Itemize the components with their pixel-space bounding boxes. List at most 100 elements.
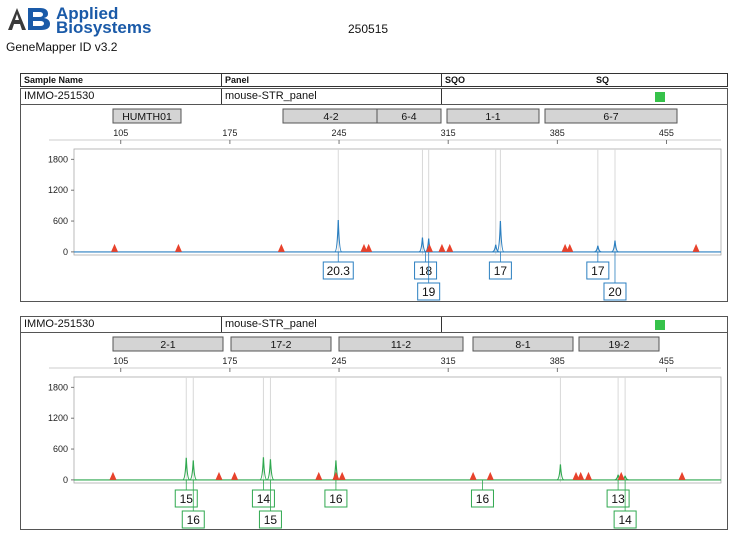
trace-peak <box>496 221 505 253</box>
allele-call-box <box>417 282 441 301</box>
marker-bin-box <box>376 108 442 124</box>
col-sqo: SQO <box>441 74 591 86</box>
sample-row[interactable]: IMMO-251530 mouse-STR_panel <box>21 89 727 105</box>
allele-call-label: 14 <box>257 492 271 506</box>
bin-marker-triangle <box>360 243 368 252</box>
bin-marker-triangle <box>577 471 585 480</box>
trace-peak <box>334 219 343 253</box>
bin-marker-triangle <box>215 471 223 480</box>
allele-call-label: 17 <box>494 264 508 278</box>
sample-name: IMMO-251530 <box>24 90 95 102</box>
bin-marker-triangle <box>365 243 373 252</box>
app-version: GeneMapper ID v3.2 <box>6 40 118 54</box>
bin-marker-triangle <box>277 243 285 252</box>
allele-call-box <box>258 510 282 529</box>
y-tick-label: 600 <box>53 444 68 454</box>
bin-marker-triangle <box>109 471 117 480</box>
y-tick-label: 1800 <box>48 154 68 164</box>
marker-label: 8-1 <box>515 339 530 351</box>
allele-call-label: 16 <box>476 492 490 506</box>
y-tick-label: 0 <box>63 475 68 485</box>
marker-bin-box <box>112 336 224 352</box>
marker-label: 2-1 <box>160 339 175 351</box>
electropherogram-panel-green: IMMO-251530 mouse-STR_panel 2-1 17-2 11-2 8… <box>20 316 728 530</box>
allele-call-box <box>322 261 354 280</box>
results-table-header: Sample Name Panel SQO SQ <box>20 73 728 87</box>
x-tick-label: 175 <box>222 356 237 366</box>
x-tick-label: 315 <box>441 128 456 138</box>
allele-call-label: 15 <box>180 492 194 506</box>
x-tick-label: 105 <box>113 128 128 138</box>
trace-peak <box>182 457 191 481</box>
trace-peak <box>266 459 275 481</box>
bin-marker-triangle <box>692 243 700 252</box>
brand-name-line1: Applied <box>56 4 119 23</box>
allele-call-box <box>174 489 198 508</box>
bin-marker-triangle <box>332 471 340 480</box>
plot-frame <box>73 376 722 484</box>
allele-call-label: 20 <box>608 285 622 299</box>
trace-peak <box>418 237 427 253</box>
marker-label: 6-4 <box>401 111 416 123</box>
bin-marker-triangle <box>584 471 592 480</box>
allele-call-label: 16 <box>187 513 201 527</box>
allele-call-label: 14 <box>618 513 632 527</box>
allele-call-box <box>251 489 275 508</box>
trace-peak <box>611 240 619 253</box>
x-tick-label: 315 <box>441 356 456 366</box>
marker-label: HUMTH01 <box>122 111 172 123</box>
allele-call-label: 13 <box>611 492 625 506</box>
trace-peak <box>259 457 268 481</box>
col-panel: Panel <box>221 74 441 86</box>
brand-name-line2: Biosystems <box>56 18 152 37</box>
bin-marker-triangle <box>469 471 477 480</box>
bin-marker-triangle <box>231 471 239 480</box>
marker-bin-box <box>338 336 464 352</box>
x-tick-label: 455 <box>659 128 674 138</box>
bin-marker-triangle <box>446 243 454 252</box>
col-sq: SQ <box>596 75 610 85</box>
bin-marker-triangle <box>438 243 446 252</box>
bin-marker-triangle <box>111 243 119 252</box>
y-tick-label: 1800 <box>48 382 68 392</box>
x-tick-label: 245 <box>332 356 347 366</box>
bin-marker-triangle <box>315 471 323 480</box>
bin-marker-triangle <box>486 471 494 480</box>
bin-marker-triangle <box>561 243 569 252</box>
marker-label: 1-1 <box>485 111 500 123</box>
marker-bin-box <box>544 108 678 124</box>
allele-call-box <box>603 282 627 301</box>
trace-peak <box>556 464 565 481</box>
allele-call-label: 17 <box>591 264 605 278</box>
y-tick-label: 600 <box>53 216 68 226</box>
electropherogram-panel-blue: IMMO-251530 mouse-STR_panel HUMTH01 4-2 6-… <box>20 88 728 302</box>
col-sample-name: Sample Name <box>24 75 84 85</box>
allele-call-label: 19 <box>422 285 436 299</box>
electropherogram-chart-green: 2-1 17-2 11-2 8-1 19-2 105 175 245 315 385 455 0 600… <box>48 336 722 529</box>
bin-marker-triangle <box>338 471 346 480</box>
allele-call-box <box>470 489 494 508</box>
marker-label: 19-2 <box>608 339 629 351</box>
x-tick-label: 385 <box>550 128 565 138</box>
y-tick-label: 1200 <box>48 185 68 195</box>
x-tick-label: 245 <box>332 128 347 138</box>
allele-call-box <box>414 261 438 280</box>
plot-frame <box>73 148 722 256</box>
allele-call-box <box>488 261 512 280</box>
sqo-cell <box>441 317 591 332</box>
x-tick-label: 455 <box>659 356 674 366</box>
allele-call-label: 18 <box>419 264 433 278</box>
bin-marker-triangle <box>174 243 182 252</box>
marker-bin-box <box>230 336 332 352</box>
allele-call-box <box>324 489 348 508</box>
sample-name: IMMO-251530 <box>24 318 95 330</box>
trace-peak <box>594 245 602 253</box>
allele-call-label: 15 <box>264 513 278 527</box>
marker-bin-box <box>578 336 660 352</box>
allele-call-box <box>181 510 205 529</box>
sample-row[interactable]: IMMO-251530 mouse-STR_panel <box>21 317 727 333</box>
x-tick-label: 175 <box>222 128 237 138</box>
x-tick-label: 385 <box>550 356 565 366</box>
bin-marker-triangle <box>425 243 433 252</box>
marker-bin-box <box>112 108 182 124</box>
